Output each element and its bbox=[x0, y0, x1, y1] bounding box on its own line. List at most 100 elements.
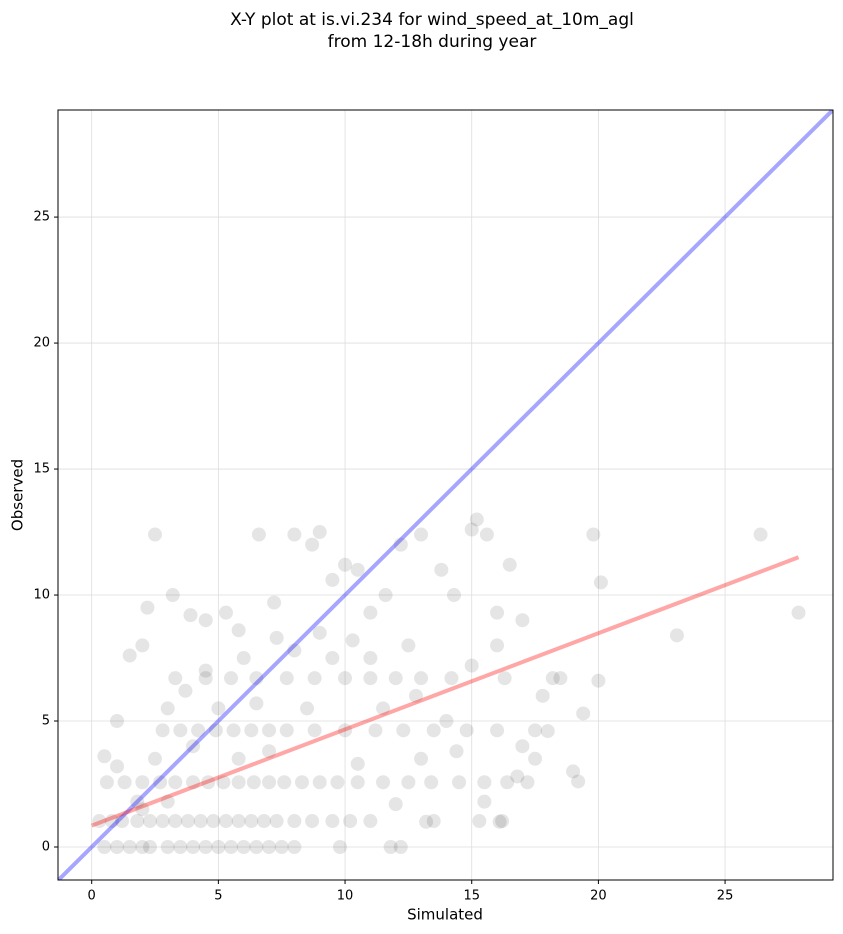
axes-frame bbox=[57, 109, 834, 881]
x-tick-label: 0 bbox=[88, 889, 96, 904]
scatter-point bbox=[231, 775, 246, 790]
scatter-point bbox=[178, 683, 193, 698]
x-tick-label: 20 bbox=[590, 889, 607, 904]
scatter-point bbox=[249, 696, 264, 711]
chart-title: X-Y plot at is.vi.234 for wind_speed_at_… bbox=[230, 10, 634, 30]
scatter-point bbox=[198, 839, 213, 854]
scatter-point bbox=[122, 648, 137, 663]
scatter-point bbox=[186, 839, 201, 854]
scatter-point bbox=[115, 814, 130, 829]
scatter-point bbox=[173, 839, 188, 854]
scatter-point bbox=[211, 839, 226, 854]
scatter-point bbox=[545, 671, 560, 686]
scatter-point bbox=[325, 572, 340, 587]
scatter-point bbox=[226, 723, 241, 738]
x-tick-label: 25 bbox=[717, 889, 734, 904]
scatter-point bbox=[142, 814, 157, 829]
plot-area bbox=[58, 110, 833, 880]
scatter-point bbox=[262, 839, 277, 854]
scatter-point bbox=[279, 723, 294, 738]
scatter-point bbox=[168, 814, 183, 829]
scatter-point bbox=[363, 605, 378, 620]
scatter-point bbox=[135, 839, 150, 854]
scatter-point bbox=[97, 749, 112, 764]
scatter-point bbox=[201, 775, 216, 790]
y-tick-label: 25 bbox=[33, 210, 50, 225]
scatter-point bbox=[267, 595, 282, 610]
scatter-point bbox=[130, 794, 145, 809]
scatter-point bbox=[180, 814, 195, 829]
scatter-point bbox=[262, 744, 277, 759]
scatter-point bbox=[231, 751, 246, 766]
reference-line bbox=[90, 555, 800, 828]
scatter-point bbox=[363, 814, 378, 829]
scatter-point bbox=[142, 839, 157, 854]
scatter-point bbox=[168, 775, 183, 790]
x-axis-label: Simulated bbox=[407, 906, 483, 924]
scatter-point bbox=[408, 688, 423, 703]
x-tick-label: 10 bbox=[337, 889, 354, 904]
scatter-point bbox=[791, 605, 806, 620]
scatter-point bbox=[338, 723, 353, 738]
scatter-point bbox=[160, 701, 175, 716]
scatter-point bbox=[383, 839, 398, 854]
scatter-point bbox=[208, 723, 223, 738]
scatter-point bbox=[446, 588, 461, 603]
scatter-point bbox=[218, 605, 233, 620]
scatter-point bbox=[426, 723, 441, 738]
scatter-point bbox=[477, 775, 492, 790]
scatter-point bbox=[449, 744, 464, 759]
scatter-point bbox=[338, 557, 353, 572]
scatter-point bbox=[426, 814, 441, 829]
scatter-point bbox=[287, 839, 302, 854]
y-tick-label: 5 bbox=[42, 714, 50, 729]
scatter-point bbox=[160, 794, 175, 809]
scatter-point bbox=[168, 671, 183, 686]
scatter-point bbox=[135, 638, 150, 653]
scatter-point bbox=[160, 839, 175, 854]
scatter-point bbox=[497, 671, 512, 686]
scatter-point bbox=[350, 775, 365, 790]
scatter-point bbox=[472, 814, 487, 829]
scatter-point bbox=[414, 751, 429, 766]
scatter-point bbox=[198, 663, 213, 678]
scatter-point bbox=[325, 814, 340, 829]
y-tick-label: 15 bbox=[33, 462, 50, 477]
scatter-point bbox=[231, 623, 246, 638]
scatter-point bbox=[345, 633, 360, 648]
scatter-point bbox=[502, 557, 517, 572]
scatter-point bbox=[490, 638, 505, 653]
scatter-point bbox=[186, 739, 201, 754]
scatter-point bbox=[148, 527, 163, 542]
scatter-point bbox=[376, 701, 391, 716]
scatter-point bbox=[294, 775, 309, 790]
scatter-point bbox=[528, 723, 543, 738]
scatter-point bbox=[117, 775, 132, 790]
scatter-point bbox=[464, 658, 479, 673]
scatter-point bbox=[262, 723, 277, 738]
scatter-point bbox=[414, 527, 429, 542]
scatter-point bbox=[593, 575, 608, 590]
scatter-point bbox=[312, 775, 327, 790]
scatter-point bbox=[388, 671, 403, 686]
scatter-point bbox=[576, 706, 591, 721]
scatter-point bbox=[305, 814, 320, 829]
scatter-point bbox=[198, 671, 213, 686]
scatter-point bbox=[469, 512, 484, 527]
scatter-point bbox=[396, 723, 411, 738]
y-tick-label: 10 bbox=[33, 588, 50, 603]
scatter-point bbox=[135, 775, 150, 790]
scatter-point bbox=[350, 562, 365, 577]
scatter-point bbox=[535, 688, 550, 703]
scatter-point bbox=[307, 671, 322, 686]
scatter-point bbox=[224, 671, 239, 686]
scatter-point bbox=[479, 527, 494, 542]
scatter-point bbox=[338, 671, 353, 686]
scatter-point bbox=[99, 775, 114, 790]
scatter-point bbox=[193, 814, 208, 829]
scatter-point bbox=[424, 775, 439, 790]
scatter-point bbox=[256, 814, 271, 829]
scatter-point bbox=[571, 774, 586, 789]
scatter-point bbox=[363, 651, 378, 666]
